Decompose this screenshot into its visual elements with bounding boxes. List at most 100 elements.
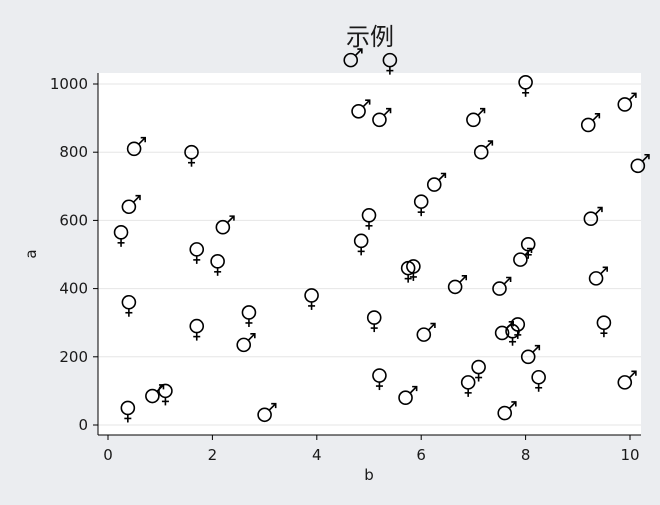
male-marker-arrowhead	[526, 247, 533, 254]
male-marker-circle	[215, 219, 231, 235]
male-marker-arrowhead	[386, 107, 392, 114]
male-marker-shaft	[409, 386, 418, 394]
male-marker-shaft	[132, 195, 141, 203]
male-marker	[617, 370, 637, 390]
male-marker-shaft	[226, 215, 235, 224]
female-marker	[241, 305, 257, 327]
male-marker-arrowhead	[511, 401, 517, 407]
y-tick-label: 200	[59, 348, 88, 366]
male-marker-arrowhead	[440, 172, 447, 178]
female-marker	[210, 254, 225, 276]
female-marker	[460, 375, 476, 397]
axes: 0 200 400 600 800 1000 0 2 4 6 8 10	[50, 73, 641, 464]
female-marker	[596, 315, 612, 338]
female-marker	[304, 288, 319, 310]
x-axis-label: b	[364, 466, 374, 484]
male-marker-circle	[416, 327, 432, 342]
male-marker-circle	[145, 388, 160, 404]
female-marker	[518, 74, 533, 97]
male-marker-circle	[617, 97, 633, 112]
male-marker	[494, 321, 515, 341]
male-marker-arrowhead	[602, 266, 608, 272]
male-marker-shaft	[459, 275, 467, 283]
male-marker-shaft	[628, 92, 637, 101]
female-marker	[361, 207, 377, 230]
x-tick-label: 0	[103, 446, 113, 464]
male-marker	[588, 266, 608, 286]
male-marker	[497, 401, 517, 421]
male-marker	[492, 276, 512, 296]
male-marker-arrowhead	[508, 321, 515, 327]
male-marker	[126, 136, 146, 157]
male-marker-shaft	[600, 266, 608, 275]
x-tick-label: 2	[208, 446, 218, 464]
male-marker-shaft	[503, 276, 512, 285]
male-marker	[257, 402, 277, 423]
male-marker-shaft	[592, 113, 600, 121]
y-axis-label: a	[22, 249, 40, 258]
male-marker-shaft	[641, 154, 650, 162]
male-marker-circle	[513, 252, 528, 267]
x-tick-label: 10	[620, 446, 639, 464]
male-marker-shaft	[156, 384, 165, 392]
male-marker	[351, 99, 371, 119]
male-marker-arrowhead	[430, 322, 436, 329]
male-marker-circle	[617, 375, 633, 390]
male-marker-arrowhead	[631, 92, 637, 98]
male-marker-circle	[398, 390, 413, 406]
male-marker-arrowhead	[158, 384, 165, 390]
male-marker-shaft	[485, 140, 493, 149]
male-marker-arrowhead	[506, 276, 512, 283]
male-marker-arrowhead	[250, 332, 256, 339]
male-marker-circle	[343, 52, 359, 68]
male-marker-shaft	[477, 108, 486, 116]
male-marker-circle	[426, 177, 442, 192]
grid-lines	[98, 83, 641, 426]
female-marker	[189, 242, 205, 264]
x-tick-label: 8	[521, 446, 531, 464]
male-marker-circle	[580, 117, 596, 133]
male-marker-arrowhead	[479, 107, 486, 114]
male-marker-circle	[121, 199, 137, 215]
female-marker	[372, 368, 387, 391]
male-marker-arrowhead	[271, 402, 277, 409]
female-marker	[413, 194, 429, 217]
male-marker-arrowhead	[631, 370, 637, 376]
male-marker-arrowhead	[594, 113, 601, 119]
female-marker	[471, 359, 486, 382]
male-marker-shaft	[354, 48, 363, 57]
male-marker-shaft	[508, 401, 517, 410]
male-marker-shaft	[427, 322, 436, 331]
male-marker-arrowhead	[487, 140, 494, 146]
male-marker-arrowhead	[534, 344, 541, 351]
male-marker-shaft	[362, 99, 371, 108]
male-marker	[583, 206, 603, 226]
x-tick-label: 6	[416, 446, 426, 464]
male-marker-arrowhead	[365, 99, 371, 105]
male-marker	[145, 384, 165, 404]
female-marker	[382, 52, 398, 75]
chart-title: 示例	[346, 23, 394, 51]
male-marker-arrowhead	[140, 136, 146, 143]
male-marker-circle	[520, 349, 536, 365]
male-marker	[630, 153, 650, 174]
male-marker-circle	[492, 281, 507, 296]
male-marker-circle	[583, 211, 599, 226]
male-marker	[473, 140, 494, 160]
x-tick-label: 4	[312, 446, 322, 464]
male-marker-shaft	[383, 108, 392, 116]
male-marker-circle	[473, 144, 489, 160]
male-marker	[466, 107, 486, 128]
male-marker-arrowhead	[229, 215, 235, 221]
male-marker-shaft	[268, 403, 277, 411]
male-marker-shaft	[247, 333, 256, 341]
male-marker	[513, 247, 533, 267]
y-tick-label: 1000	[50, 75, 88, 93]
male-marker-shaft	[438, 172, 446, 181]
male-marker-circle	[466, 112, 481, 128]
male-marker-circle	[447, 279, 463, 295]
data-markers	[113, 48, 650, 423]
male-marker-circle	[588, 271, 604, 286]
plot-background	[98, 73, 641, 435]
